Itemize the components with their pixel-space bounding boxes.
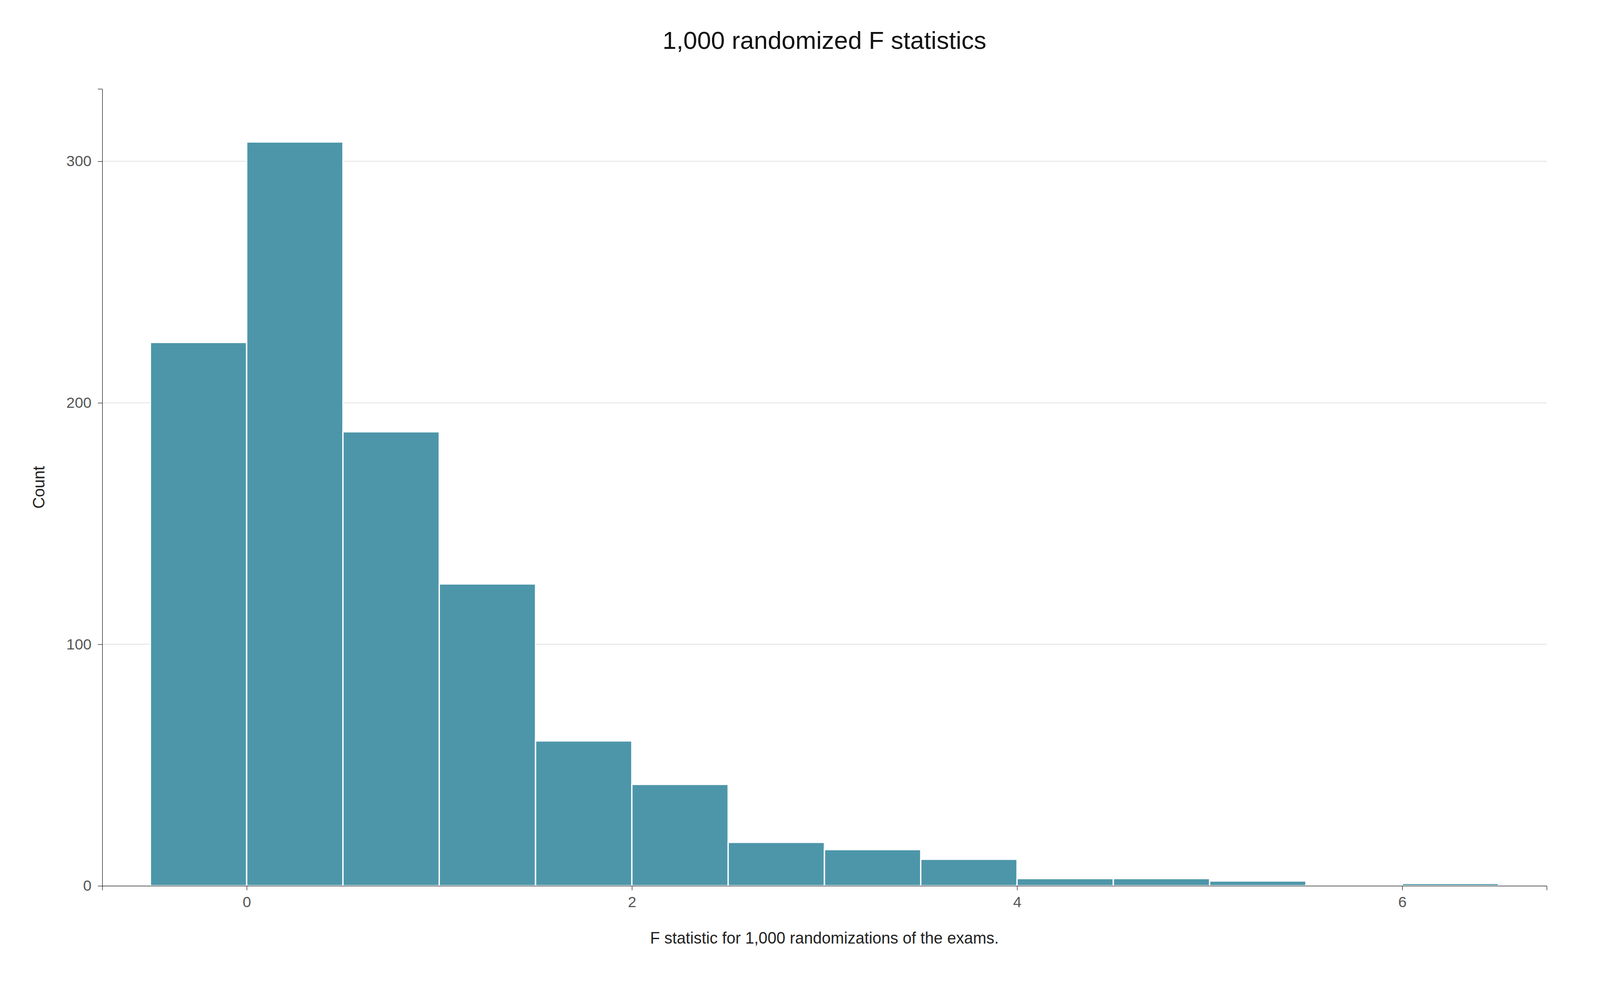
chart: 0 2 4 6 0 100 200 300 1,000 randomized F statist… <box>0 0 1600 988</box>
bar <box>728 842 825 887</box>
y-axis: 0 100 200 300 <box>66 89 103 895</box>
bar <box>246 142 344 887</box>
tick-mark <box>97 403 103 404</box>
tick: 200 <box>66 394 103 412</box>
tick-mark <box>1402 886 1403 891</box>
tick-mark <box>97 886 103 887</box>
tick-label: 200 <box>66 394 92 412</box>
bar <box>1016 879 1114 887</box>
tick-label: 100 <box>66 636 92 653</box>
bar <box>343 432 440 887</box>
bars <box>150 142 1499 887</box>
tick-label: 6 <box>1398 893 1407 911</box>
tick-label: 2 <box>628 893 637 911</box>
bar <box>1305 885 1403 887</box>
tick: 2 <box>628 886 637 911</box>
bar <box>439 584 536 887</box>
tick-label: 300 <box>66 152 92 170</box>
axis-line <box>97 89 103 887</box>
bar <box>535 741 632 887</box>
tick-label: 4 <box>1012 893 1022 911</box>
tick-label: 0 <box>242 893 252 911</box>
plot-area: 0 2 4 6 0 100 200 300 <box>66 89 1547 912</box>
x-axis-label: F statistic for 1,000 randomizations of … <box>650 929 999 948</box>
tick-mark <box>1016 886 1018 891</box>
tick: 0 <box>242 886 252 911</box>
bar <box>150 342 247 887</box>
tick-mark <box>97 161 103 162</box>
tick: 100 <box>66 636 103 653</box>
bar <box>1402 884 1499 887</box>
y-axis-label: Count <box>29 466 48 509</box>
tick: 4 <box>1012 886 1022 911</box>
tick-label: 0 <box>83 877 92 895</box>
tick: 0 <box>83 877 103 895</box>
tick: 300 <box>66 152 103 170</box>
bar <box>824 849 921 887</box>
tick: 6 <box>1398 886 1407 911</box>
bar <box>920 859 1018 887</box>
title: 1,000 randomized F statistics <box>662 26 987 55</box>
x-axis: 0 2 4 6 <box>102 886 1548 911</box>
tick-mark <box>632 886 633 891</box>
tick-mark <box>246 886 248 891</box>
bar <box>1113 879 1210 887</box>
bar <box>1209 881 1307 887</box>
axis-line <box>102 886 1548 892</box>
tick-mark <box>97 644 103 645</box>
bar <box>632 784 729 887</box>
